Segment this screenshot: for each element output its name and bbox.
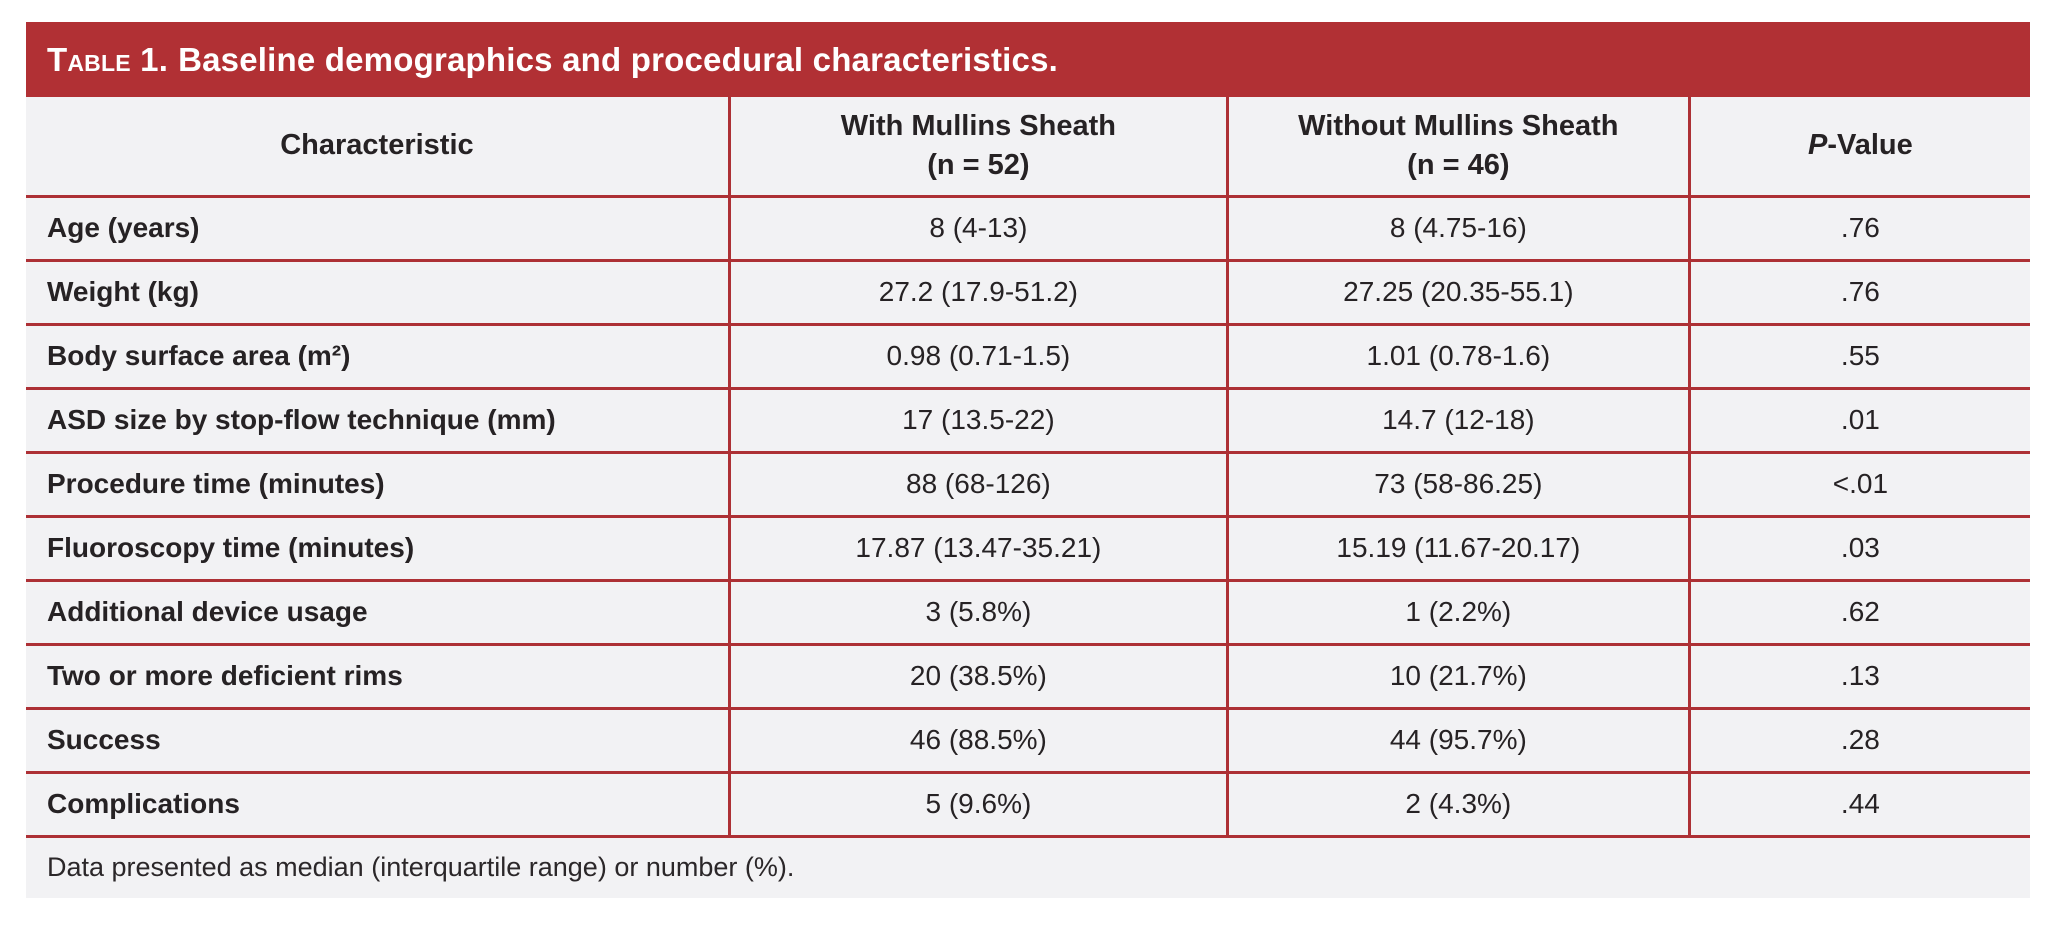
- cell-without-sheath: 27.25 (20.35-55.1): [1225, 258, 1690, 324]
- cell-without-sheath: 73 (58-86.25): [1225, 450, 1690, 516]
- table-title-bar: Table 1. Baseline demographics and proce…: [26, 22, 2030, 97]
- cell-without-sheath: 8 (4.75-16): [1225, 194, 1690, 260]
- col-header-without-sheath-line2: (n = 46): [1407, 148, 1510, 181]
- cell-with-sheath: 5 (9.6%): [727, 770, 1228, 836]
- col-header-pvalue: P-Value: [1687, 97, 2030, 196]
- cell-without-sheath: 10 (21.7%): [1225, 642, 1690, 708]
- col-header-characteristic: Characteristic: [280, 129, 474, 162]
- cell-pvalue: .62: [1687, 578, 2030, 644]
- table-row-weight: Weight (kg) 27.2 (17.9-51.2) 27.25 (20.3…: [26, 258, 2030, 324]
- cell-with-sheath: 17.87 (13.47-35.21): [727, 514, 1228, 580]
- cell-without-sheath: 2 (4.3%): [1225, 770, 1690, 836]
- footnote-row: Data presented as median (interquartile …: [26, 834, 2030, 898]
- cell-pvalue: .44: [1687, 770, 2030, 836]
- col-header-without-sheath: Without Mullins Sheath (n = 46): [1225, 97, 1690, 196]
- table1-card: Table 1. Baseline demographics and proce…: [26, 22, 2030, 898]
- cell-pvalue: .03: [1687, 514, 2030, 580]
- pvalue-rest: -Value: [1827, 129, 1913, 162]
- col-header-without-sheath-line1: Without Mullins Sheath: [1298, 109, 1619, 142]
- col-header-with-sheath-line2: (n = 52): [927, 148, 1030, 181]
- row-label: Age (years): [26, 194, 730, 260]
- cell-with-sheath: 27.2 (17.9-51.2): [727, 258, 1228, 324]
- table-row-fluoroscopy-time: Fluoroscopy time (minutes) 17.87 (13.47-…: [26, 514, 2030, 580]
- table-number: Table 1.: [47, 40, 169, 78]
- cell-without-sheath: 15.19 (11.67-20.17): [1225, 514, 1690, 580]
- col-header-with-sheath-line1: With Mullins Sheath: [840, 109, 1116, 142]
- cell-with-sheath: 8 (4-13): [727, 194, 1228, 260]
- row-label: Weight (kg): [26, 258, 730, 324]
- cell-with-sheath: 20 (38.5%): [727, 642, 1228, 708]
- cell-without-sheath: 1 (2.2%): [1225, 578, 1690, 644]
- cell-without-sheath: 14.7 (12-18): [1225, 386, 1690, 452]
- cell-without-sheath: 1.01 (0.78-1.6): [1225, 322, 1690, 388]
- pvalue-italic-p: P: [1808, 129, 1828, 162]
- cell-pvalue: .55: [1687, 322, 2030, 388]
- table-row-age: Age (years) 8 (4-13) 8 (4.75-16) .76: [26, 194, 2030, 260]
- row-label: Fluoroscopy time (minutes): [26, 514, 730, 580]
- cell-pvalue: .13: [1687, 642, 2030, 708]
- table-row-asd-size: ASD size by stop-flow technique (mm) 17 …: [26, 386, 2030, 452]
- cell-with-sheath: 17 (13.5-22): [727, 386, 1228, 452]
- table-title: Baseline demographics and procedural cha…: [178, 40, 1058, 78]
- table-row-success: Success 46 (88.5%) 44 (95.7%) .28: [26, 706, 2030, 772]
- row-label: ASD size by stop-flow technique (mm): [26, 386, 730, 452]
- cell-with-sheath: 88 (68-126): [727, 450, 1228, 516]
- row-label: Body surface area (m²): [26, 322, 730, 388]
- table-row-deficient-rims: Two or more deficient rims 20 (38.5%) 10…: [26, 642, 2030, 708]
- table-row-additional-device: Additional device usage 3 (5.8%) 1 (2.2%…: [26, 578, 2030, 644]
- row-label: Two or more deficient rims: [26, 642, 730, 708]
- row-label: Success: [26, 706, 730, 772]
- cell-with-sheath: 46 (88.5%): [727, 706, 1228, 772]
- cell-with-sheath: 3 (5.8%): [727, 578, 1228, 644]
- demographics-table: Characteristic With Mullins Sheath (n = …: [26, 97, 2030, 898]
- table-footnote: Data presented as median (interquartile …: [26, 834, 2030, 898]
- cell-pvalue: .76: [1687, 258, 2030, 324]
- table-row-procedure-time: Procedure time (minutes) 88 (68-126) 73 …: [26, 450, 2030, 516]
- cell-pvalue: .28: [1687, 706, 2030, 772]
- cell-pvalue: .76: [1687, 194, 2030, 260]
- row-label: Complications: [26, 770, 730, 836]
- column-header-row: Characteristic With Mullins Sheath (n = …: [26, 97, 2030, 196]
- table-row-complications: Complications 5 (9.6%) 2 (4.3%) .44: [26, 770, 2030, 836]
- cell-with-sheath: 0.98 (0.71-1.5): [727, 322, 1228, 388]
- cell-pvalue: .01: [1687, 386, 2030, 452]
- cell-without-sheath: 44 (95.7%): [1225, 706, 1690, 772]
- table-row-bsa: Body surface area (m²) 0.98 (0.71-1.5) 1…: [26, 322, 2030, 388]
- row-label: Procedure time (minutes): [26, 450, 730, 516]
- col-header-with-sheath: With Mullins Sheath (n = 52): [727, 97, 1228, 196]
- cell-pvalue: <.01: [1687, 450, 2030, 516]
- row-label: Additional device usage: [26, 578, 730, 644]
